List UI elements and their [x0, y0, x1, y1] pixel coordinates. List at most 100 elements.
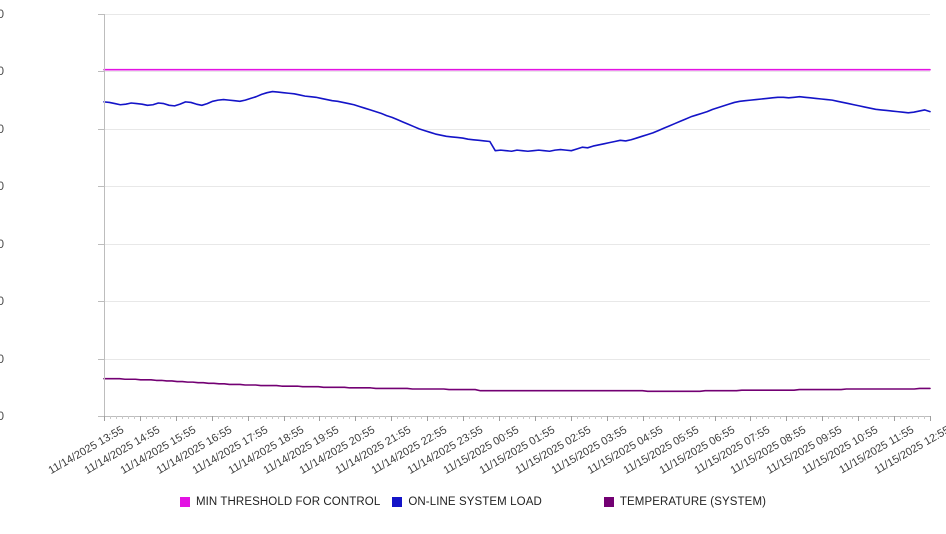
- x-axis-minor-tick: [744, 416, 746, 419]
- x-axis-tick-mark: [355, 416, 357, 421]
- x-axis-tick-mark: [642, 416, 644, 421]
- gridline: [104, 186, 930, 188]
- x-axis-minor-tick: [612, 416, 614, 419]
- x-axis-minor-tick: [481, 416, 483, 419]
- x-axis-minor-tick: [373, 416, 375, 419]
- x-axis-minor-tick: [439, 416, 441, 419]
- x-axis-minor-tick: [517, 416, 518, 419]
- x-axis-minor-tick: [918, 416, 920, 419]
- x-axis-minor-tick: [475, 416, 477, 419]
- gridline: [104, 71, 930, 73]
- y-axis-line: [104, 14, 105, 416]
- legend-item[interactable]: TEMPERATURE (SYSTEM): [603, 496, 766, 508]
- x-axis-minor-tick: [421, 416, 423, 419]
- x-axis-minor-tick: [331, 416, 333, 419]
- legend-color-swatch: [179, 497, 190, 507]
- y-axis-tick-label: 200: [0, 294, 4, 309]
- gridline: [104, 243, 930, 245]
- chart-legend: MIN THRESHOLD FOR CONTROL ON-LINE SYSTEM …: [0, 496, 946, 508]
- x-axis-minor-tick: [834, 416, 836, 419]
- x-axis-minor-tick: [187, 416, 189, 419]
- x-axis-minor-tick: [271, 416, 273, 419]
- x-axis-minor-tick: [109, 416, 111, 419]
- x-axis-minor-tick: [223, 416, 225, 419]
- legend-item[interactable]: MIN THRESHOLD FOR CONTROL: [179, 496, 380, 508]
- x-axis-minor-tick: [906, 416, 908, 419]
- gridline: [104, 128, 930, 130]
- x-axis-minor-tick: [756, 416, 758, 419]
- x-axis-minor-tick: [469, 416, 471, 419]
- x-axis-minor-tick: [115, 416, 117, 419]
- x-axis-minor-tick: [726, 416, 728, 419]
- x-axis-minor-tick: [810, 416, 812, 419]
- x-axis-minor-tick: [552, 416, 554, 419]
- x-axis-minor-tick: [738, 416, 740, 419]
- x-axis-minor-tick: [564, 416, 566, 419]
- x-axis-minor-tick: [684, 416, 686, 419]
- x-axis-tick-mark: [247, 416, 249, 421]
- y-axis-tick-label: 500: [0, 121, 4, 136]
- x-axis-minor-tick: [493, 416, 495, 419]
- x-axis-minor-tick: [654, 416, 656, 419]
- x-axis-tick-mark: [139, 416, 141, 421]
- x-axis-tick-mark: [678, 416, 680, 421]
- x-axis-minor-tick: [768, 416, 770, 419]
- x-axis-tick-mark: [570, 416, 572, 421]
- x-axis-minor-tick: [672, 416, 674, 419]
- x-axis-minor-tick: [840, 416, 842, 419]
- x-axis-minor-tick: [289, 416, 291, 419]
- x-axis-minor-tick: [409, 416, 411, 419]
- y-axis-tick-label: 400: [0, 179, 4, 194]
- series-line: [104, 379, 930, 392]
- x-axis-minor-tick: [582, 416, 584, 419]
- x-axis-minor-tick: [588, 416, 590, 419]
- x-axis-tick-mark: [714, 416, 716, 421]
- y-axis-tick-label: 700: [0, 7, 4, 21]
- x-axis-minor-tick: [816, 416, 818, 419]
- legend-item[interactable]: ON-LINE SYSTEM LOAD: [392, 496, 542, 508]
- x-axis-minor-tick: [522, 416, 524, 419]
- x-axis-tick-mark: [822, 416, 824, 421]
- x-axis-minor-tick: [169, 416, 171, 419]
- x-axis-minor-tick: [846, 416, 848, 419]
- x-axis-minor-tick: [732, 416, 734, 419]
- x-axis-minor-tick: [870, 416, 872, 419]
- x-axis-minor-tick: [295, 416, 297, 419]
- x-axis-minor-tick: [307, 416, 309, 419]
- x-axis-minor-tick: [618, 416, 620, 419]
- x-axis-minor-tick: [852, 416, 854, 419]
- x-axis-minor-tick: [702, 416, 704, 419]
- x-axis-minor-tick: [445, 416, 447, 419]
- y-axis-tick-label: 300: [0, 236, 4, 251]
- x-axis-minor-tick: [487, 416, 489, 419]
- x-axis-minor-tick: [253, 416, 255, 419]
- x-axis-minor-tick: [594, 416, 596, 419]
- x-axis-tick-mark: [750, 416, 752, 421]
- x-axis-minor-tick: [912, 416, 914, 419]
- x-axis-tick-mark: [427, 416, 429, 421]
- x-axis-minor-tick: [151, 416, 153, 419]
- x-axis-minor-tick: [337, 416, 339, 419]
- x-axis-minor-tick: [199, 416, 201, 419]
- x-axis-minor-tick: [864, 416, 866, 419]
- x-axis-tick-mark: [104, 416, 105, 421]
- gridline: [104, 301, 930, 303]
- x-axis-tick-mark: [606, 416, 608, 421]
- x-axis-minor-tick: [876, 416, 878, 419]
- x-axis-minor-tick: [343, 416, 345, 419]
- x-axis-minor-tick: [457, 416, 459, 419]
- x-axis-tick-mark: [175, 416, 177, 421]
- x-axis-minor-tick: [241, 416, 243, 419]
- x-axis-minor-tick: [259, 416, 261, 419]
- x-axis-minor-tick: [313, 416, 315, 419]
- x-axis-minor-tick: [277, 416, 279, 419]
- legend-color-swatch: [392, 497, 403, 507]
- x-axis-minor-tick: [133, 416, 135, 419]
- x-axis-minor-tick: [349, 416, 351, 419]
- x-axis-minor-tick: [505, 416, 507, 419]
- x-axis-minor-tick: [193, 416, 195, 419]
- x-axis-minor-tick: [511, 416, 512, 419]
- x-axis-minor-tick: [798, 416, 800, 419]
- x-axis-minor-tick: [379, 416, 381, 419]
